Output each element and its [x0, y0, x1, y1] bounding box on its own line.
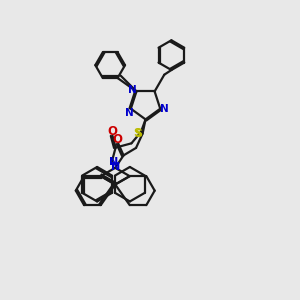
Text: O: O [112, 133, 122, 146]
Text: S: S [135, 129, 143, 139]
Text: O: O [107, 125, 117, 138]
Text: N: N [128, 85, 137, 95]
Text: N: N [111, 162, 120, 172]
Text: N: N [109, 157, 118, 167]
Text: N: N [160, 104, 169, 114]
Text: S: S [134, 128, 141, 137]
Text: N: N [125, 108, 134, 118]
